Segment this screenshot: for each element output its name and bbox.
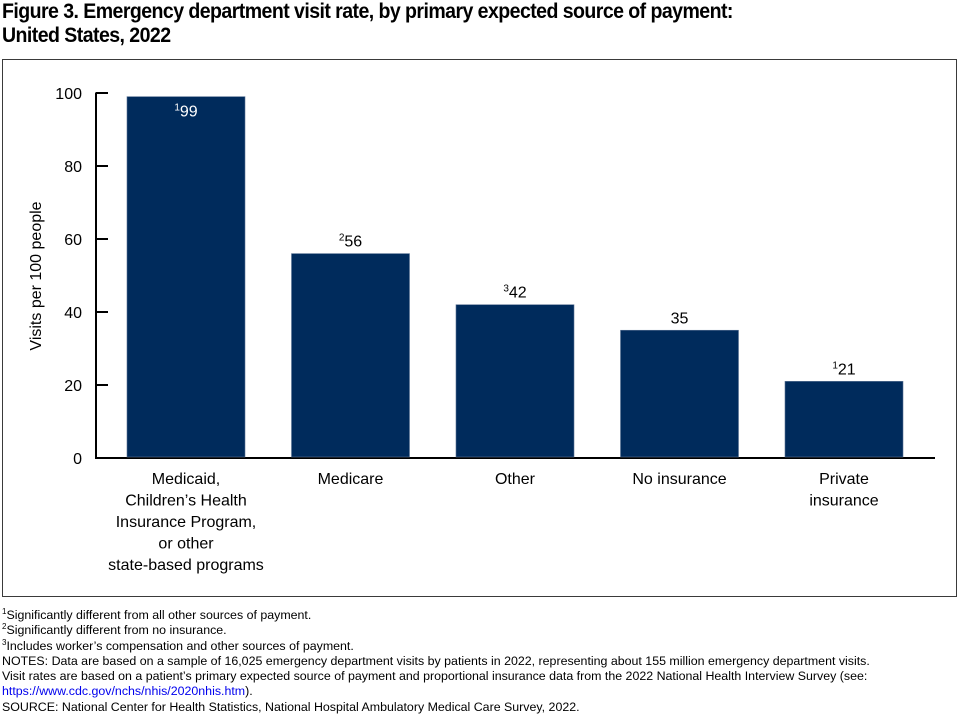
- x-category-label-line: Medicare: [318, 471, 384, 488]
- x-category-label-line: state-based programs: [108, 557, 264, 574]
- x-category-label: Private insurance: [809, 471, 878, 510]
- footnote-text: Includes worker’s compensation and other…: [6, 638, 354, 653]
- x-category-label: No insurance: [632, 471, 726, 488]
- footnote-3: 3Includes worker’s compensation and othe…: [2, 637, 958, 654]
- x-category-label-line: Medicaid,: [152, 471, 220, 488]
- value-footnote-mark: 3: [503, 284, 509, 295]
- footnote-2: 2Significantly different from no insuran…: [2, 623, 958, 638]
- y-tick-label: 60: [64, 232, 82, 249]
- footnote-mark: 2: [2, 622, 7, 632]
- x-category-label: Other: [495, 471, 536, 488]
- footnotes: 1Significantly different from all other …: [2, 608, 958, 715]
- bar-3: [455, 304, 575, 458]
- bar-2: [291, 253, 410, 458]
- x-category-label-line: Children’s Health: [125, 493, 247, 510]
- y-tick-label: 80: [64, 159, 82, 176]
- figure-title-line-2: United States, 2022: [2, 24, 171, 47]
- y-axis: 0 20 40 60 80 100 Visits per 100 people: [28, 86, 935, 468]
- x-category-label-line: or other: [158, 536, 214, 553]
- bar-1: [126, 96, 246, 458]
- footnote-1: 1Significantly different from all other …: [2, 608, 958, 623]
- value-number: 56: [344, 234, 362, 251]
- x-category-label-line: Insurance Program,: [116, 514, 257, 531]
- x-category-label-line: Other: [495, 471, 536, 488]
- footnote-text: Significantly different from all other s…: [6, 608, 312, 622]
- notes-line-3: https://www.cdc.gov/nchs/nhis/2020nhis.h…: [2, 684, 958, 699]
- value-footnote-mark: 2: [339, 233, 345, 244]
- value-number: 21: [838, 361, 856, 378]
- chart-frame: [2, 59, 957, 597]
- bar-value-label: 256: [339, 233, 362, 251]
- value-number: 99: [180, 104, 198, 121]
- y-tick-label: 40: [64, 305, 82, 322]
- bar-5: [784, 381, 904, 458]
- x-axis-labels: Medicaid, Children’s Health Insurance Prog…: [108, 471, 879, 574]
- x-category-label-line: No insurance: [632, 471, 726, 488]
- footnote-mark: 3: [2, 637, 7, 647]
- value-footnote-mark: 1: [174, 103, 180, 114]
- notes-line-2: Visit rates are based on a patient’s pri…: [2, 669, 868, 684]
- bar-value-label: 35: [671, 310, 689, 327]
- bar-value-label: 342: [503, 284, 526, 302]
- y-tick-label: 0: [73, 451, 82, 468]
- footnote-mark: 1: [2, 607, 7, 616]
- y-tick-label: 20: [64, 378, 82, 395]
- figure-title: Figure 3. Emergency department visit rat…: [2, 0, 886, 48]
- y-axis-title: Visits per 100 people: [28, 201, 45, 350]
- bar-4: [620, 329, 739, 458]
- figure-title-line-1: Figure 3. Emergency department visit rat…: [2, 0, 733, 23]
- source-line: SOURCE: National Center for Health Stati…: [2, 699, 580, 714]
- bar-value-label: 199: [174, 103, 197, 121]
- value-number: 42: [509, 285, 527, 302]
- bar-value-label: 121: [832, 360, 855, 378]
- x-category-label: Medicaid, Children’s Health Insurance Prog…: [108, 471, 264, 574]
- notes-line-1: NOTES: Data are based on a sample of 16,…: [2, 653, 870, 668]
- notes-link-suffix: ).: [245, 684, 253, 699]
- x-category-label-line: Private: [819, 471, 869, 488]
- value-footnote-mark: 1: [832, 360, 838, 371]
- footnote-text: Significantly different from no insuranc…: [6, 623, 227, 638]
- nhis-link[interactable]: https://www.cdc.gov/nchs/nhis/2020nhis.h…: [2, 684, 246, 699]
- y-tick-label: 100: [55, 86, 82, 103]
- x-category-label: Medicare: [318, 471, 384, 488]
- x-category-label-line: insurance: [809, 493, 878, 510]
